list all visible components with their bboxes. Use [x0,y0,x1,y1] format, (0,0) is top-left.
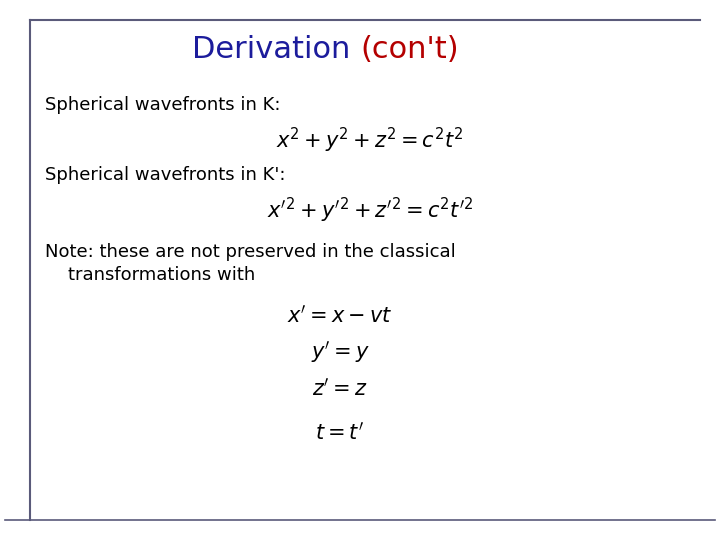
Text: $x'^{2}+y'^{2}+z'^{2}=c^{2}t'^{2}$: $x'^{2}+y'^{2}+z'^{2}=c^{2}t'^{2}$ [266,195,474,225]
Text: Spherical wavefronts in K':: Spherical wavefronts in K': [45,166,286,184]
Text: $t=t'$: $t=t'$ [315,421,364,443]
Text: transformations with: transformations with [45,266,256,284]
Text: Note: these are not preserved in the classical: Note: these are not preserved in the cla… [45,243,456,261]
Text: Derivation: Derivation [192,36,360,64]
Text: $y'=y$: $y'=y$ [310,339,369,365]
Text: $x'=x-vt$: $x'=x-vt$ [287,304,392,326]
Text: Spherical wavefronts in K:: Spherical wavefronts in K: [45,96,281,114]
Text: $z'=z$: $z'=z$ [312,377,368,399]
Text: $x^{2}+y^{2}+z^{2}=c^{2}t^{2}$: $x^{2}+y^{2}+z^{2}=c^{2}t^{2}$ [276,125,464,154]
Text: (con't): (con't) [360,36,459,64]
